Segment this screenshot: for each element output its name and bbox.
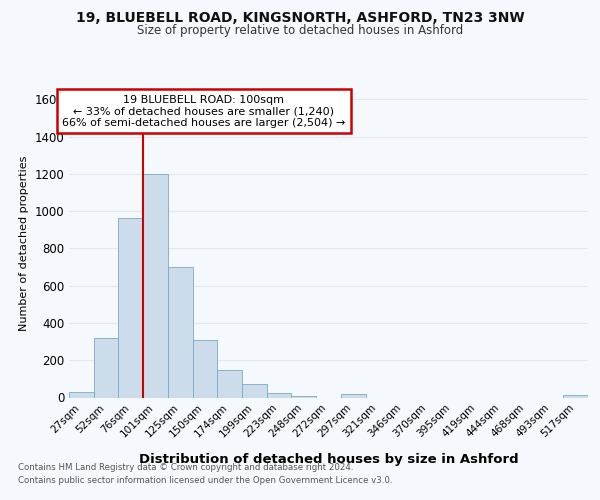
Bar bbox=[143, 174, 168, 398]
Text: Size of property relative to detached houses in Ashford: Size of property relative to detached ho… bbox=[137, 24, 463, 37]
Bar bbox=[341, 394, 365, 398]
Bar bbox=[168, 267, 193, 398]
Y-axis label: Number of detached properties: Number of detached properties bbox=[19, 156, 29, 332]
Bar bbox=[242, 384, 267, 398]
Bar bbox=[267, 393, 292, 398]
Bar bbox=[94, 338, 118, 398]
Text: Contains public sector information licensed under the Open Government Licence v3: Contains public sector information licen… bbox=[18, 476, 392, 485]
Bar bbox=[69, 392, 94, 398]
Text: 19 BLUEBELL ROAD: 100sqm
← 33% of detached houses are smaller (1,240)
66% of sem: 19 BLUEBELL ROAD: 100sqm ← 33% of detach… bbox=[62, 94, 346, 128]
Bar bbox=[292, 396, 316, 398]
X-axis label: Distribution of detached houses by size in Ashford: Distribution of detached houses by size … bbox=[139, 453, 518, 466]
Bar bbox=[563, 394, 588, 398]
Bar bbox=[217, 370, 242, 398]
Bar bbox=[118, 218, 143, 398]
Text: 19, BLUEBELL ROAD, KINGSNORTH, ASHFORD, TN23 3NW: 19, BLUEBELL ROAD, KINGSNORTH, ASHFORD, … bbox=[76, 11, 524, 25]
Bar bbox=[193, 340, 217, 398]
Text: Contains HM Land Registry data © Crown copyright and database right 2024.: Contains HM Land Registry data © Crown c… bbox=[18, 462, 353, 471]
